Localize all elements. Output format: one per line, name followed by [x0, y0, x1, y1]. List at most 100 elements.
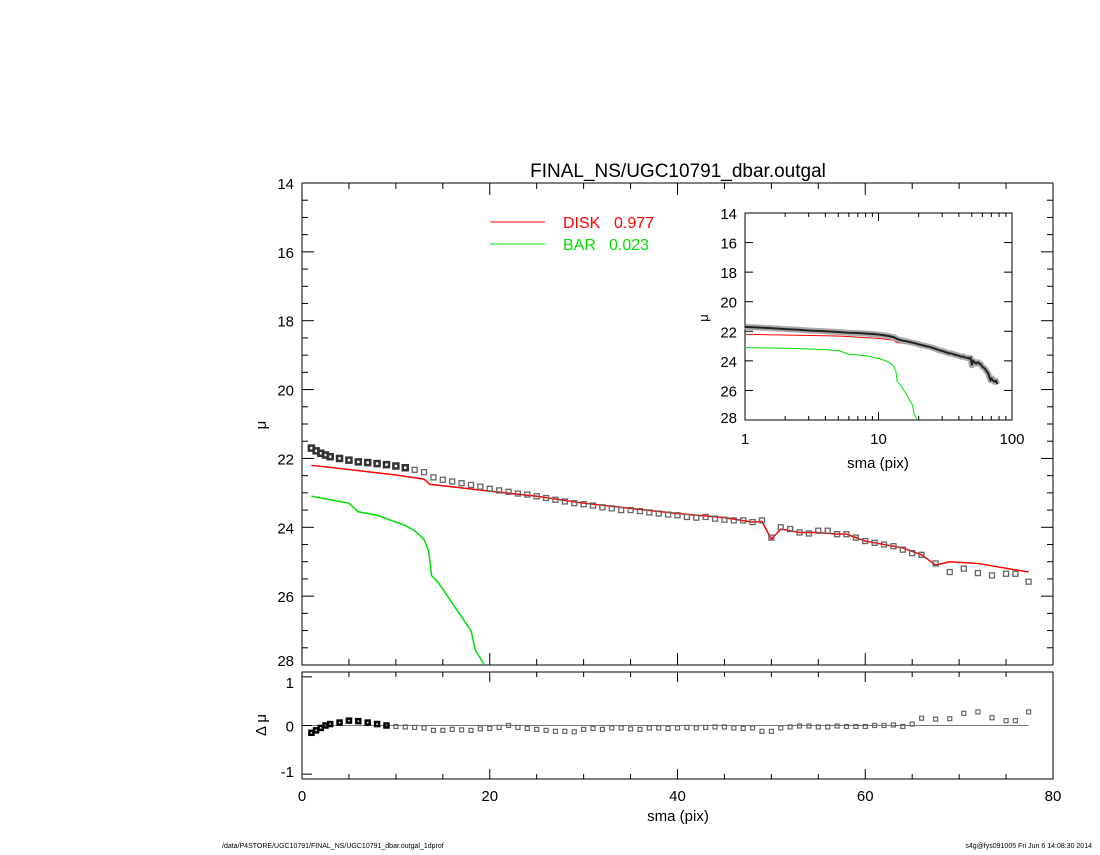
observed-point	[533, 493, 540, 500]
residual-point	[684, 724, 690, 731]
observed-point	[974, 569, 982, 577]
observed-point	[946, 568, 953, 576]
observed-point	[571, 500, 578, 507]
inset-x-tick-label: 10	[870, 431, 887, 448]
observed-point	[618, 506, 625, 514]
observed-point	[486, 485, 493, 492]
residual-point	[581, 726, 587, 732]
observed-point	[702, 513, 709, 521]
observed-point	[909, 549, 916, 557]
residual-point	[843, 723, 850, 730]
residual-point	[778, 725, 784, 731]
resid-y-tick-label: -1	[281, 764, 294, 781]
residual-point	[571, 729, 577, 735]
residual-point	[326, 720, 334, 728]
disk-model-line	[311, 464, 1029, 573]
observed-point	[589, 502, 597, 509]
residual-point	[693, 725, 699, 731]
residual-point	[458, 727, 465, 733]
observed-point	[599, 504, 606, 511]
y-tick-label: 18	[277, 314, 294, 331]
residual-point	[712, 724, 718, 730]
observed-point	[552, 496, 559, 503]
legend-bar-weight: 0.023	[609, 237, 649, 254]
residual-point	[796, 723, 803, 729]
observed-point	[646, 509, 653, 516]
inset-x-tick-label: 100	[999, 431, 1024, 448]
observed-point	[655, 510, 662, 517]
residual-point	[312, 727, 320, 734]
observed-point	[862, 537, 869, 545]
x-tick-label: 0	[298, 788, 306, 805]
residual-point	[364, 719, 371, 726]
residual-point	[815, 724, 821, 730]
observed-point	[411, 466, 418, 473]
residual-point	[825, 724, 831, 730]
observed-point	[430, 474, 437, 481]
inset-frame	[744, 212, 1013, 421]
observed-point	[871, 539, 878, 546]
residual-point	[749, 725, 756, 731]
observed-point	[880, 541, 888, 548]
residual-point	[703, 724, 709, 731]
observed-point	[335, 454, 344, 463]
observed-point	[833, 531, 841, 538]
x-tick-label: 60	[857, 788, 874, 805]
residual-point	[890, 722, 897, 728]
footer-stamp: s4g@fys091005 Fri Jun 6 14:08:30 2014	[965, 843, 1092, 850]
legend-disk-weight: 0.977	[614, 215, 654, 232]
residual-point	[637, 726, 643, 732]
residual-point	[468, 727, 474, 733]
residual-point	[552, 728, 559, 734]
observed-point	[843, 531, 850, 538]
residual-point	[534, 726, 540, 732]
residual-point	[402, 724, 408, 730]
observed-point	[354, 458, 363, 466]
residual-point	[373, 720, 381, 728]
residual-point	[933, 716, 939, 722]
observed-point	[758, 517, 766, 524]
observed-point	[477, 483, 484, 490]
residual-point	[515, 724, 521, 731]
observed-point	[674, 512, 681, 519]
residual-point	[449, 726, 455, 732]
residual-point	[646, 725, 652, 731]
residual-point	[961, 710, 967, 716]
observed-point	[777, 524, 784, 531]
observed-point	[345, 456, 353, 464]
observed-point	[960, 565, 967, 572]
observed-point	[505, 488, 512, 495]
observed-point	[852, 534, 860, 541]
inset-y-tick-label: 20	[720, 295, 737, 312]
observed-point	[420, 469, 428, 476]
residual-point	[505, 722, 512, 729]
x-tick-label: 20	[481, 788, 498, 805]
observed-point	[1025, 578, 1032, 585]
observed-point	[787, 525, 794, 533]
residual-point	[975, 709, 981, 715]
inset-y-tick-label: 24	[720, 354, 737, 371]
observed-point	[514, 490, 522, 497]
observed-point	[439, 476, 446, 483]
residual-panel: 10-10 20 40 60 80	[281, 671, 1061, 805]
residual-point	[665, 725, 671, 732]
observed-point	[524, 491, 531, 498]
inset-x-label: sma (pix)	[847, 455, 909, 472]
residual-point	[918, 715, 925, 721]
residual-point	[618, 725, 624, 731]
y-tick-label: 26	[277, 589, 294, 606]
residual-point	[1012, 718, 1019, 724]
residual-point	[430, 727, 437, 733]
y-tick-label: 24	[277, 520, 294, 537]
inset-panel: 14 16 18 20 22 24 26 281 10 100	[720, 206, 1024, 448]
inset-y-tick-label: 14	[720, 206, 737, 223]
residual-point	[308, 729, 315, 737]
observed-point	[824, 527, 831, 534]
legend-bar-label: BAR	[563, 237, 596, 254]
observed-point	[664, 511, 672, 518]
residual-point	[674, 725, 681, 731]
residual-point	[900, 723, 906, 730]
legend-disk-label: DISK	[563, 215, 601, 232]
residual-point	[721, 724, 728, 730]
resid-y-label: Δ μ	[253, 714, 270, 736]
